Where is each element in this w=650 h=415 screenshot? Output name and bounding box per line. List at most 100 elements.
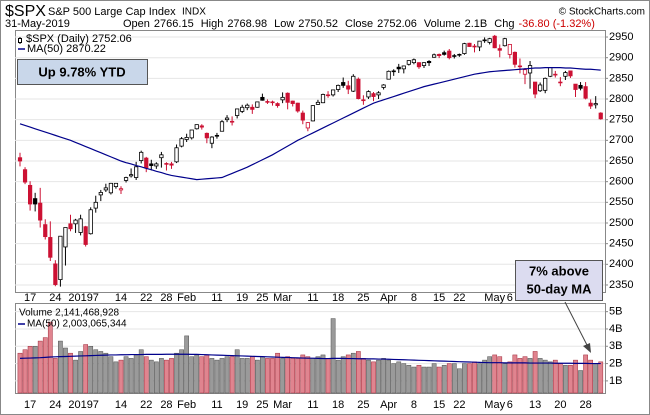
x-tick-label: 13 xyxy=(529,399,541,411)
volume-bar xyxy=(451,363,457,394)
x-tick-label: 7 xyxy=(93,399,99,411)
y-tick-label: 2450 xyxy=(609,238,633,250)
candle-body xyxy=(578,84,583,89)
annotation-arrow xyxy=(564,301,589,348)
candle-body xyxy=(169,163,174,166)
quote-label: Low xyxy=(274,18,294,30)
volume-bar xyxy=(502,363,508,394)
candle-body xyxy=(502,38,507,47)
candle-body xyxy=(275,103,280,107)
candle-body xyxy=(588,102,593,107)
volume-panel xyxy=(15,303,606,394)
x-tick-label: 28 xyxy=(160,399,172,411)
x-tick-label: 25 xyxy=(256,292,268,304)
candle-body xyxy=(356,78,361,99)
candle-body xyxy=(295,102,300,112)
volume-bar xyxy=(568,365,573,394)
candle-body xyxy=(442,52,447,55)
candle-body xyxy=(472,45,477,48)
x-tick-label: 2019 xyxy=(68,292,92,304)
volume-bar xyxy=(174,352,179,394)
y-tick-label: 2600 xyxy=(609,176,633,188)
volume-bar xyxy=(457,368,462,394)
y-tick-label: 2B xyxy=(609,357,622,369)
volume-bar xyxy=(411,366,417,394)
candle-body xyxy=(98,192,103,196)
x-tick-label: 18 xyxy=(332,292,344,304)
candle-body xyxy=(416,62,422,68)
volume-bar xyxy=(244,358,250,394)
volume-bar xyxy=(285,356,290,394)
candle-body xyxy=(330,89,336,96)
volume-bar xyxy=(27,346,33,394)
candle-body xyxy=(149,163,154,166)
volume-bar xyxy=(330,318,336,394)
volume-bar xyxy=(315,356,321,394)
candle-body xyxy=(184,137,189,140)
volume-bar xyxy=(143,356,149,394)
candle-body xyxy=(164,163,169,165)
x-tick-label: 25 xyxy=(357,292,369,304)
candle-body xyxy=(300,112,305,121)
volume-bar xyxy=(477,363,482,394)
candle-body xyxy=(381,84,386,88)
candle-body xyxy=(320,94,326,104)
volume-bar xyxy=(416,365,422,394)
volume-bar xyxy=(159,358,164,394)
volume-bar xyxy=(542,359,548,394)
volume-bar xyxy=(83,344,89,394)
candle-body xyxy=(93,201,98,209)
y-tick-label: 2950 xyxy=(609,31,633,43)
candle-body xyxy=(411,59,417,64)
volume-bar xyxy=(578,370,583,394)
legend-icon-candle-body xyxy=(18,38,22,43)
annotation-arrowhead xyxy=(583,343,591,353)
y-tick-label: 2400 xyxy=(609,258,633,270)
volume-bar xyxy=(325,358,331,394)
volume-bar xyxy=(593,363,599,394)
candle-body xyxy=(477,40,482,48)
annotation-box xyxy=(17,59,148,85)
volume-ma-line xyxy=(19,353,601,365)
candle-body xyxy=(22,169,28,183)
volume-bar xyxy=(179,349,184,394)
volume-bar xyxy=(446,363,452,394)
volume-bar xyxy=(98,351,104,394)
chart-subtitle: S&P 500 Large Cap Index xyxy=(48,6,176,18)
volume-bar xyxy=(436,366,442,394)
quote-value: -36.80 (-1.32%) xyxy=(518,18,594,30)
candle-body xyxy=(224,117,230,121)
volume-bar xyxy=(558,363,563,394)
x-tick-label: 22 xyxy=(140,292,152,304)
volume-bar xyxy=(391,363,397,394)
volume-bar xyxy=(37,340,43,394)
candle-body xyxy=(315,101,321,105)
volume-bar xyxy=(148,359,154,394)
volume-bar xyxy=(366,359,371,394)
annotation: 7% above xyxy=(529,263,589,278)
volume-bar xyxy=(472,361,477,394)
x-tick-label: 14 xyxy=(115,399,127,411)
volume-bar xyxy=(204,354,210,394)
candle-body xyxy=(33,198,38,205)
volume-bar xyxy=(280,358,285,394)
date: 31-May-2019 xyxy=(5,18,70,30)
y-tick-label: 2850 xyxy=(609,72,633,84)
volume-bar xyxy=(598,361,604,394)
volume-bar xyxy=(265,358,270,394)
x-tick-label: 15 xyxy=(433,399,445,411)
candle-body xyxy=(118,188,124,191)
volume-bar xyxy=(583,354,588,394)
x-tick-label: 15 xyxy=(433,292,445,304)
volume-bar xyxy=(426,366,432,394)
candle-body xyxy=(214,134,220,137)
candle-body xyxy=(553,73,558,76)
volume-bar xyxy=(300,354,306,394)
candle-body xyxy=(346,85,351,90)
candle-body xyxy=(538,84,543,92)
candle-body xyxy=(558,81,563,84)
x-tick-label: 22 xyxy=(140,399,152,411)
y-tick-label: 2550 xyxy=(609,196,633,208)
x-tick-label: 6 xyxy=(507,292,513,304)
